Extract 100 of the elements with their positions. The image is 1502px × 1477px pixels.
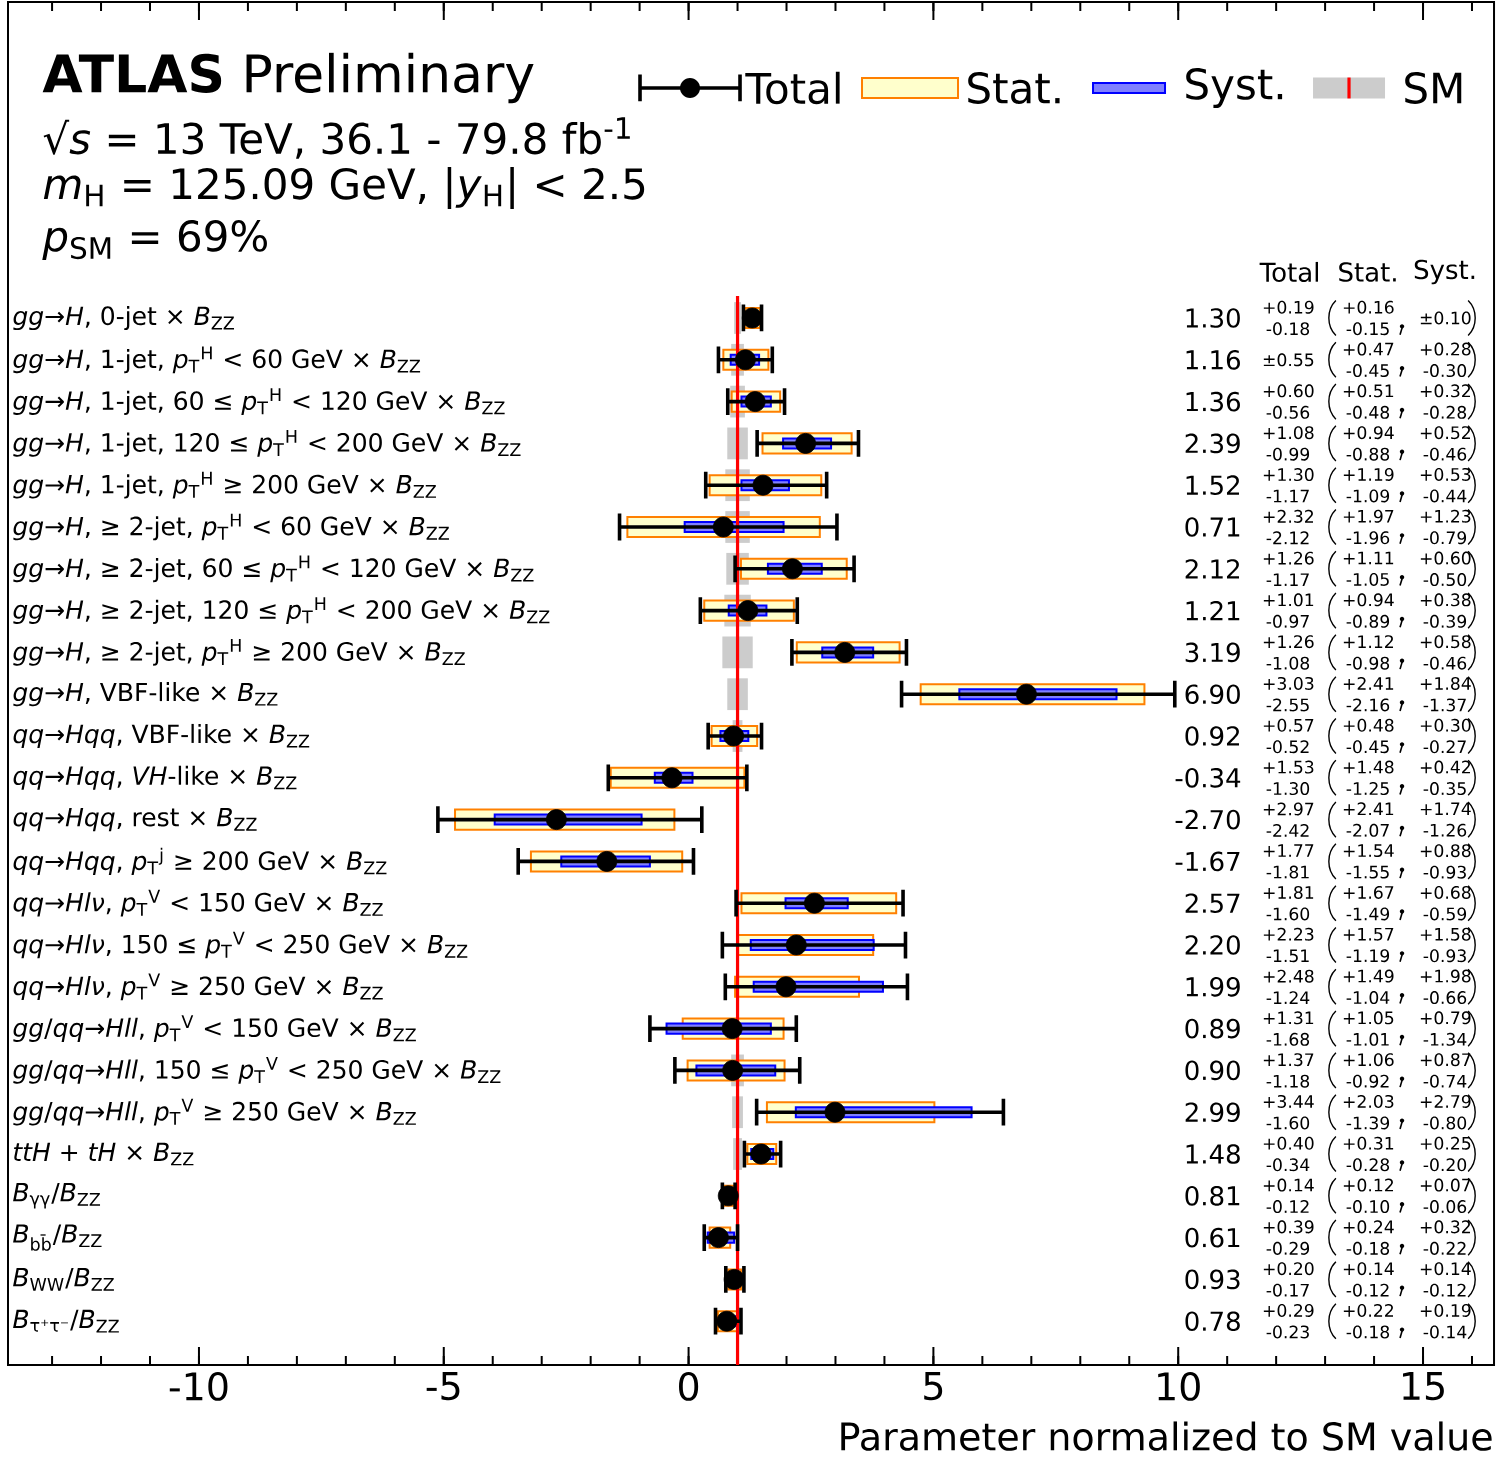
y-tick-label: ttH + tH × B$_{ZZ}$ [14, 1142, 194, 1166]
y-tick-label: qq→Hqq, VBF-like × B$_{ZZ}$ [13, 723, 310, 749]
annotation: 0.78 [1185, 1311, 1240, 1332]
chart-title: ATLAS Preliminary [42, 52, 534, 104]
annotation: 2.12 [1185, 559, 1239, 579]
legend-label: Syst. [1186, 68, 1283, 108]
annotation: +0.22 -0.18 [1343, 1303, 1393, 1339]
category-label: gg/qq→Hll, p$_{T}$$^{V}$ ≥ 250 GeV × B$_{ZZ}$ [13, 1098, 416, 1126]
annotation: -0.34 [1175, 767, 1241, 788]
annotation: +0.16 -0.15 [1343, 300, 1394, 336]
annotation: +0.87 -0.74 [1420, 1053, 1471, 1088]
annotation: +1.01 -0.97 [1263, 593, 1314, 628]
annotation: +0.29 -0.23 [1263, 1303, 1314, 1339]
y-tick-label: B$_{bb̄}$/B$_{ZZ}$ [13, 1224, 102, 1251]
y-tick-label: qq→Hqq, rest × B$_{ZZ}$ [13, 807, 257, 832]
annotation: +1.26 -1.17 [1263, 551, 1314, 586]
category-label: qq→Hqq, p$_{T}$$^{j}$ ≥ 200 GeV × B$_{ZZ}$ [13, 847, 387, 876]
annotation: +0.68 -0.59 [1420, 885, 1471, 921]
annotation: +0.32 -0.28 [1420, 384, 1471, 419]
category-label: gg/qq→Hll, p$_{T}$$^{V}$ < 150 GeV × B$_{ZZ}$ [13, 1015, 416, 1042]
category-label: gg→H, 1-jet, 120 ≤ p$_{T}$$^{H}$ < 200 GeV × B$_{ZZ}$ [13, 430, 521, 457]
annotation: 0.81 [1185, 1185, 1240, 1206]
y-tick-label: B$_{WW}$/B$_{ZZ}$ [13, 1268, 114, 1291]
annotation: +0.20 -0.17 [1263, 1262, 1314, 1297]
annotation: 1.99 [1186, 976, 1240, 997]
annotation: +1.19 -1.09 [1343, 467, 1394, 503]
annotation: +1.58 -0.93 [1420, 927, 1471, 963]
legend-label: Total [745, 71, 840, 105]
annotation: +0.14 -0.12 [1420, 1262, 1471, 1297]
category-label: gg→H, 1-jet, p$_{T}$$^{H}$ < 60 GeV × B$_{ZZ}$ [13, 346, 421, 374]
annotation: +0.24 -0.18 [1343, 1220, 1394, 1255]
annotation: 1.30 [1186, 308, 1240, 328]
annotation: +1.31 -1.68 [1263, 1011, 1314, 1046]
annotation: +3.44 -1.60 [1263, 1094, 1314, 1130]
annotation: +0.30 -0.27 [1420, 718, 1471, 754]
y-tick-label: gg→H, 0-jet × B$_{ZZ}$ [13, 305, 235, 331]
annotation: 2.39 [1185, 433, 1240, 454]
annotation: +0.38 -0.39 [1420, 593, 1471, 628]
annotation: +0.57 -0.52 [1263, 718, 1314, 754]
category-label: gg→H, ≥ 2-jet, 60 ≤ p$_{T}$$^{H}$ < 120 GeV × B$_{ZZ}$ [13, 555, 534, 583]
annotation: +1.08 -0.99 [1263, 426, 1314, 461]
annotation: +1.11 -1.05 [1343, 551, 1394, 586]
annotation: +1.74 -1.26 [1420, 802, 1471, 837]
annotation: +0.79 -1.34 [1420, 1011, 1471, 1046]
annotation: +0.48 -0.45 [1343, 718, 1394, 754]
annotation: +0.25 -0.20 [1420, 1136, 1471, 1172]
category-label: gg→H, ≥ 2-jet, 120 ≤ p$_{T}$$^{H}$ < 200 GeV × B$_{ZZ}$ [13, 597, 550, 624]
annotation: +1.23 -0.79 [1420, 509, 1471, 545]
x-tick-label: 15 [1403, 1372, 1444, 1401]
annotation: +1.37 -1.18 [1263, 1053, 1314, 1088]
annotation: +0.58 -0.46 [1420, 635, 1471, 670]
annotation: +2.03 -1.39 [1343, 1094, 1394, 1130]
annotation: +0.19 -0.18 [1263, 300, 1314, 336]
annotation: +2.97 -2.42 [1263, 802, 1314, 837]
annotation: +1.12 -0.98 [1343, 635, 1393, 670]
annotation: +2.23 -1.51 [1263, 927, 1314, 963]
annotation: +1.57 -1.19 [1343, 927, 1394, 963]
annotation: +0.28 -0.30 [1420, 342, 1471, 378]
text: Stat. [1339, 262, 1396, 282]
y-tick-label: B$_{γγ}$/B$_{ZZ}$ [13, 1183, 101, 1209]
annotation: +1.81 -1.60 [1263, 885, 1314, 921]
annotation: +1.48 -1.25 [1343, 760, 1394, 796]
x-tick-label: 0 [679, 1372, 699, 1401]
annotation: +2.41 -2.16 [1343, 676, 1394, 712]
annotation: +2.32 -2.12 [1263, 509, 1313, 545]
x-tick-label: 10 [1158, 1372, 1200, 1401]
annotation: +1.54 -1.55 [1343, 844, 1394, 879]
annotation: ±0.55 [1263, 353, 1314, 367]
annotation: +1.84 -1.37 [1420, 676, 1471, 712]
x-tick-label: 5 [924, 1372, 943, 1401]
text: m$_{H}$ = 125.09 GeV, |y$_{H}$| < 2.5 [43, 167, 645, 209]
annotation: +0.88 -0.93 [1420, 844, 1471, 879]
annotation: +0.14 -0.12 [1343, 1262, 1394, 1297]
legend-label: Stat. [968, 72, 1060, 104]
annotation: +0.51 -0.48 [1343, 384, 1394, 419]
annotation: +1.77 -1.81 [1263, 844, 1314, 879]
annotation: -1.67 [1175, 851, 1240, 872]
annotation: +0.40 -0.34 [1263, 1136, 1314, 1172]
text: Syst. [1414, 259, 1475, 285]
annotation: 0.92 [1185, 726, 1239, 746]
annotation: +0.31 -0.28 [1343, 1136, 1394, 1172]
annotation: +0.94 -0.88 [1343, 426, 1394, 461]
annotation: +0.07 -0.06 [1420, 1178, 1471, 1214]
annotation: +0.52 -0.46 [1420, 426, 1471, 461]
annotation: +0.53 -0.44 [1420, 467, 1471, 503]
annotation: +0.94 -0.89 [1343, 593, 1394, 628]
annotation: 0.71 [1185, 517, 1240, 537]
text: Total [1259, 261, 1318, 283]
annotation: +0.14 -0.12 [1263, 1178, 1314, 1214]
chart-subtitle: √s = 13 TeV, 36.1 - 79.8 fb$^{-1}$ [43, 117, 630, 159]
x-axis-title: Parameter normalized to SM value [841, 1421, 1492, 1451]
annotation: +0.12 -0.10 [1343, 1178, 1393, 1214]
category-label: qq→Hlν, 150 ≤ p$_{T}$$^{V}$ < 250 GeV × B$_{ZZ}$ [13, 931, 468, 959]
annotation: +0.60 -0.56 [1263, 384, 1314, 419]
annotation: 1.48 [1186, 1144, 1240, 1164]
annotation: 2.57 [1185, 893, 1240, 914]
annotation: 1.52 [1186, 475, 1239, 496]
annotation: 0.93 [1185, 1269, 1240, 1290]
category-label: gg→H, 1-jet, p$_{T}$$^{H}$ ≥ 200 GeV × B$_{ZZ}$ [13, 471, 436, 499]
annotation: 0.61 [1185, 1227, 1240, 1248]
